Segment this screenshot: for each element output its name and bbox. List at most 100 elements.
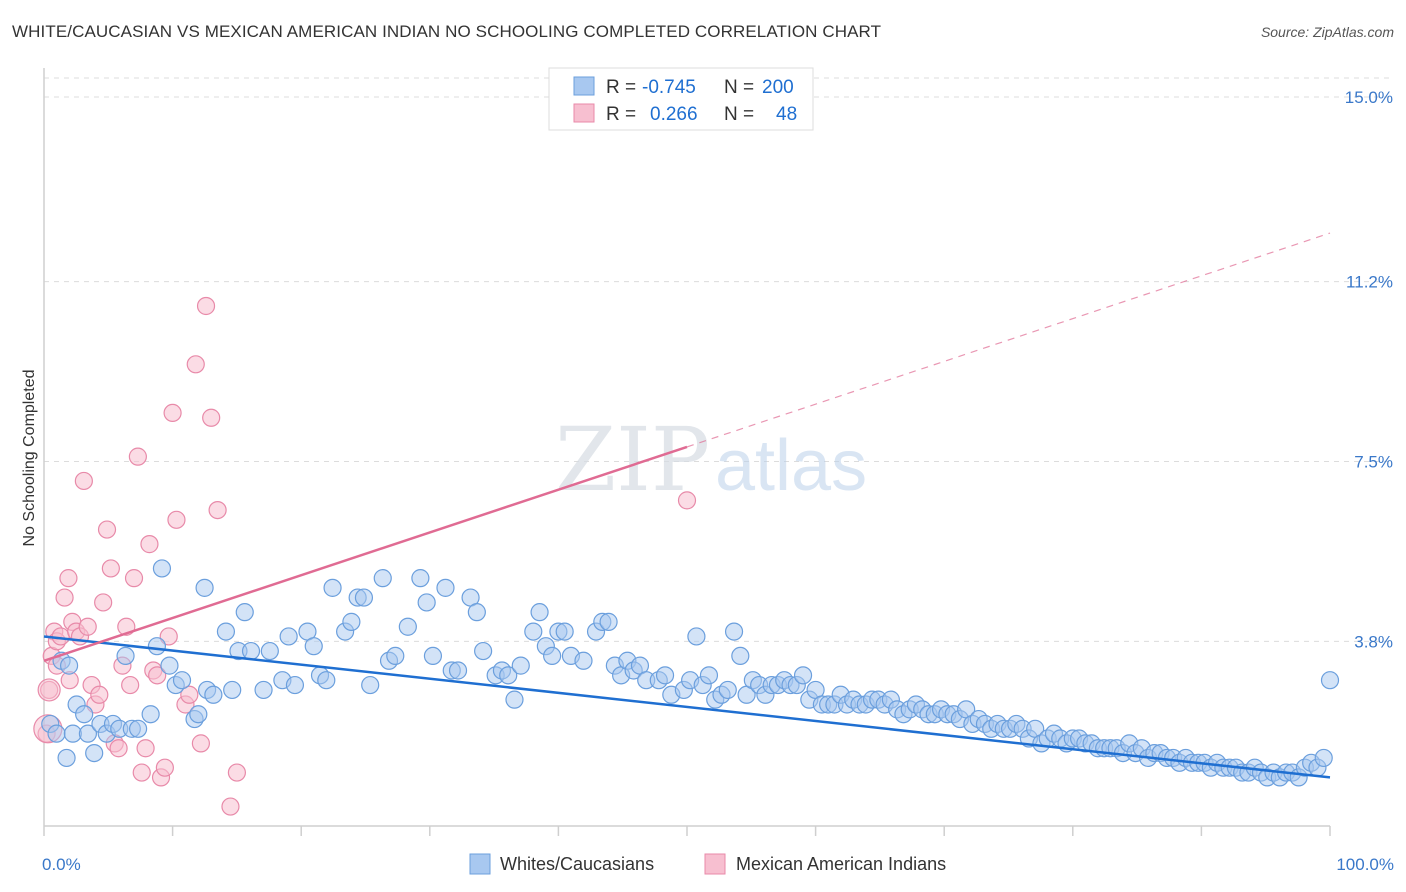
bottom-legend-swatch-blue <box>469 853 491 875</box>
point-whites-caucasians <box>260 641 279 661</box>
point-mexican-american-indians <box>159 627 178 646</box>
point-whites-caucasians <box>235 603 254 622</box>
point-whites-caucasians <box>254 680 273 700</box>
point-mexican-american-indians <box>97 520 117 539</box>
point-whites-caucasians <box>731 646 750 666</box>
point-whites-caucasians <box>474 641 493 661</box>
y-tick-label-1: 7.5% <box>1354 453 1393 472</box>
point-mexican-american-indians <box>90 685 109 704</box>
point-whites-caucasians <box>411 569 430 588</box>
point-whites-caucasians <box>718 680 737 700</box>
point-mexican-american-indians <box>59 569 78 588</box>
y-tick-label-0: 3.8% <box>1354 632 1393 651</box>
point-whites-caucasians <box>687 627 706 646</box>
point-mexican-american-indians <box>140 535 159 554</box>
point-whites-caucasians <box>342 612 361 631</box>
x-tick-label-1: 100.0% <box>1336 855 1394 874</box>
point-whites-caucasians <box>354 588 374 607</box>
point-whites-caucasians <box>361 675 380 695</box>
point-whites-caucasians <box>499 666 518 685</box>
point-whites-caucasians <box>655 666 675 685</box>
legend-r-value-1: -0.745 <box>642 77 696 98</box>
point-whites-caucasians <box>543 646 562 666</box>
point-whites-caucasians <box>195 578 214 597</box>
point-whites-caucasians <box>524 622 543 641</box>
chart-title: WHITE/CAUCASIAN VS MEXICAN AMERICAN INDI… <box>12 22 882 41</box>
legend-n-label-1: N = <box>724 77 754 98</box>
point-whites-caucasians <box>436 578 455 597</box>
point-whites-caucasians <box>63 724 82 743</box>
legend-r-label-1: R = <box>606 77 636 98</box>
point-mexican-american-indians <box>208 501 227 520</box>
y-tick-label-2: 11.2% <box>1346 273 1393 292</box>
point-whites-caucasians <box>241 641 261 661</box>
legend-r-value-2: 0.266 <box>650 104 698 125</box>
point-whites-caucasians <box>505 690 524 709</box>
point-mexican-american-indians <box>55 588 74 607</box>
point-whites-caucasians <box>793 666 813 685</box>
legend-n-value-2: 48 <box>776 104 797 125</box>
point-whites-caucasians <box>386 646 405 666</box>
grid <box>44 77 1394 642</box>
point-mexican-american-indians <box>136 739 155 758</box>
point-whites-caucasians <box>47 724 66 743</box>
point-whites-caucasians <box>724 622 744 641</box>
legend-n-label-2: N = <box>724 104 754 125</box>
point-mexican-american-indians <box>167 510 186 529</box>
point-mexican-american-indians <box>180 685 199 704</box>
point-whites-caucasians <box>304 637 323 656</box>
point-mexican-american-indians <box>101 559 120 578</box>
series-whites-caucasians <box>41 559 1340 787</box>
x-ticks: 0.0% 100.0% <box>42 855 1394 874</box>
x-tick-label-0: 0.0% <box>42 855 81 874</box>
bottom-legend-label-whites: Whites/Caucasians <box>500 854 654 874</box>
point-whites-caucasians <box>574 651 593 670</box>
point-whites-caucasians <box>448 661 468 680</box>
point-whites-caucasians <box>323 578 342 597</box>
point-whites-caucasians <box>223 680 242 700</box>
point-mexican-american-indians <box>124 569 144 588</box>
legend-r-label-2: R = <box>606 104 636 125</box>
watermark-atlas: atlas <box>715 426 867 506</box>
point-whites-caucasians <box>59 656 79 675</box>
point-whites-caucasians <box>423 646 443 666</box>
trend-line-whites <box>43 635 1331 779</box>
point-whites-caucasians <box>75 705 94 724</box>
source-label: Source: ZipAtlas.com <box>1260 24 1394 40</box>
point-mexican-american-indians <box>227 763 246 782</box>
y-axis-label: No Schooling Completed <box>21 370 38 547</box>
point-whites-caucasians <box>116 646 135 666</box>
point-mexican-american-indians <box>109 739 128 758</box>
point-mexican-american-indians <box>221 797 240 816</box>
legend-n-value-1: 200 <box>762 77 794 98</box>
point-whites-caucasians <box>398 617 417 636</box>
point-mexican-american-indians <box>191 734 210 753</box>
trend-line-mexican <box>43 445 688 662</box>
point-mexican-american-indians <box>196 296 216 316</box>
point-whites-caucasians <box>216 622 236 641</box>
point-whites-caucasians <box>279 627 298 646</box>
point-whites-caucasians <box>555 622 574 641</box>
point-mexican-american-indians <box>186 355 205 374</box>
point-whites-caucasians <box>511 656 530 675</box>
point-whites-caucasians <box>57 748 76 768</box>
legend-swatch-pink <box>573 103 595 123</box>
point-mexican-american-indians <box>94 593 113 612</box>
point-whites-caucasians <box>172 671 192 690</box>
point-whites-caucasians <box>373 569 392 588</box>
top-legend: R = -0.745 N = 200 R = 0.266 N = 48 <box>548 67 814 131</box>
point-mexican-american-indians <box>121 675 140 695</box>
point-mexican-american-indians <box>74 471 93 491</box>
point-whites-caucasians <box>141 705 160 724</box>
point-whites-caucasians <box>530 603 549 622</box>
point-mexican-american-indians <box>128 447 147 466</box>
point-whites-caucasians <box>599 612 618 631</box>
point-whites-caucasians <box>285 675 305 695</box>
legend-swatch-blue <box>573 76 595 96</box>
point-whites-caucasians <box>204 685 223 704</box>
point-whites-caucasians <box>78 724 98 743</box>
point-whites-caucasians <box>317 671 336 690</box>
point-whites-caucasians <box>85 743 104 763</box>
trend-line-mexican-extension <box>686 232 1331 448</box>
